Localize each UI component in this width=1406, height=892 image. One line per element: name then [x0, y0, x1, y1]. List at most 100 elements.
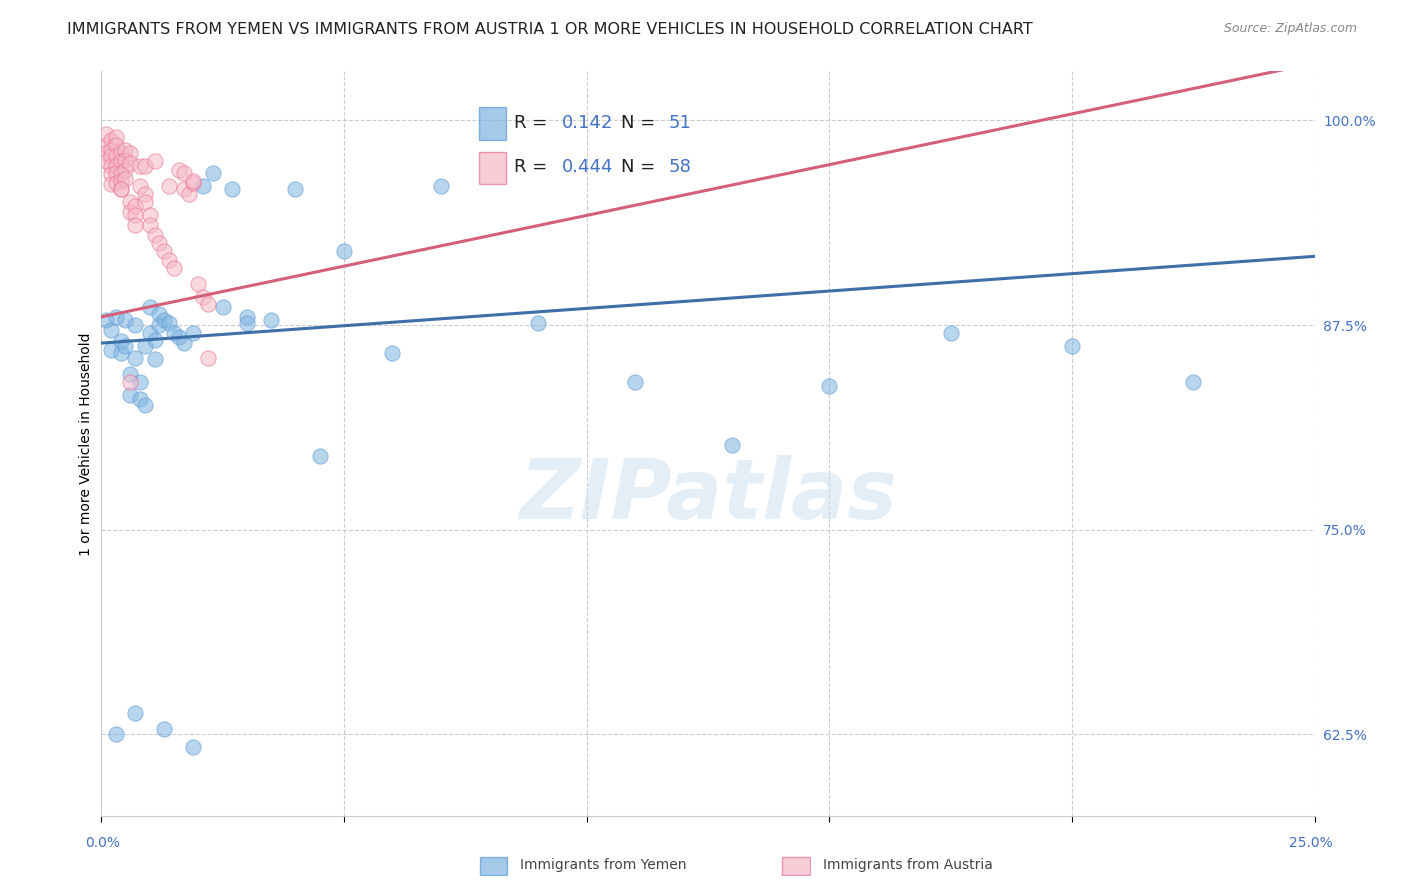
Point [110, 182, 132, 196]
Point [120, 146, 142, 161]
Point [114, 143, 136, 157]
Point [129, 178, 152, 193]
Point [260, 313, 283, 327]
Point [167, 329, 190, 343]
Point [104, 129, 127, 144]
Point [104, 159, 127, 173]
Point [527, 317, 550, 331]
Point [173, 166, 195, 180]
Text: 0.0%: 0.0% [86, 836, 120, 850]
Point [134, 195, 156, 210]
Point [124, 351, 146, 365]
Point [94, 154, 117, 169]
Point [110, 166, 132, 180]
Point [104, 727, 127, 741]
Point [818, 378, 841, 392]
Point [236, 310, 259, 324]
Point [120, 388, 142, 402]
Point [430, 178, 453, 193]
Point [124, 318, 146, 332]
FancyBboxPatch shape [782, 857, 810, 875]
Point [94, 146, 117, 161]
Point [120, 376, 142, 390]
Point [197, 297, 219, 311]
Point [201, 166, 224, 180]
Point [100, 343, 122, 357]
Point [134, 187, 156, 202]
Point [129, 376, 152, 390]
Point [129, 392, 152, 406]
Point [163, 260, 186, 275]
Point [94, 138, 117, 153]
Point [183, 740, 205, 755]
Point [110, 346, 132, 360]
Point [183, 176, 205, 190]
Point [173, 336, 195, 351]
Point [104, 149, 127, 163]
Point [143, 228, 166, 243]
Point [129, 159, 152, 173]
Text: Source: ZipAtlas.com: Source: ZipAtlas.com [1223, 22, 1357, 36]
Point [124, 198, 146, 212]
Point [104, 166, 127, 180]
FancyBboxPatch shape [479, 857, 508, 875]
Point [100, 143, 122, 157]
Point [157, 252, 180, 267]
Point [114, 162, 136, 177]
Point [173, 182, 195, 196]
Point [120, 368, 142, 382]
Point [139, 300, 162, 314]
Point [110, 334, 132, 349]
Point [110, 154, 132, 169]
Point [139, 208, 162, 222]
Point [183, 326, 205, 341]
Point [134, 398, 156, 412]
Point [139, 219, 162, 233]
Point [148, 318, 170, 332]
Point [124, 208, 146, 222]
Point [124, 219, 146, 233]
Point [100, 178, 122, 192]
Point [381, 346, 404, 360]
Point [167, 162, 190, 177]
Point [110, 146, 132, 161]
Point [148, 307, 170, 321]
Point [197, 351, 219, 365]
Point [143, 352, 166, 367]
Point [100, 323, 122, 337]
Point [148, 236, 170, 251]
Text: Immigrants from Austria: Immigrants from Austria [823, 858, 993, 872]
Point [114, 153, 136, 167]
Point [177, 187, 200, 202]
Point [191, 178, 214, 193]
Point [236, 317, 259, 331]
Text: ZIPatlas: ZIPatlas [519, 456, 897, 536]
Point [104, 138, 127, 153]
Point [308, 449, 330, 463]
Text: IMMIGRANTS FROM YEMEN VS IMMIGRANTS FROM AUSTRIA 1 OR MORE VEHICLES IN HOUSEHOLD: IMMIGRANTS FROM YEMEN VS IMMIGRANTS FROM… [67, 22, 1033, 37]
Point [94, 313, 117, 327]
Point [187, 277, 209, 292]
Point [157, 317, 180, 331]
Point [333, 244, 356, 259]
Point [124, 706, 146, 720]
Point [104, 176, 127, 190]
Point [211, 300, 233, 314]
Point [153, 244, 176, 259]
Point [100, 133, 122, 147]
Point [104, 310, 127, 324]
Point [153, 313, 176, 327]
Point [114, 313, 136, 327]
Point [110, 174, 132, 188]
Point [120, 156, 142, 170]
Point [100, 168, 122, 182]
Point [114, 339, 136, 353]
Point [100, 159, 122, 173]
Point [721, 437, 744, 451]
Point [114, 172, 136, 186]
Point [134, 339, 156, 353]
Text: Immigrants from Yemen: Immigrants from Yemen [520, 858, 686, 872]
Point [1060, 339, 1083, 353]
Point [183, 174, 205, 188]
Point [139, 326, 162, 341]
